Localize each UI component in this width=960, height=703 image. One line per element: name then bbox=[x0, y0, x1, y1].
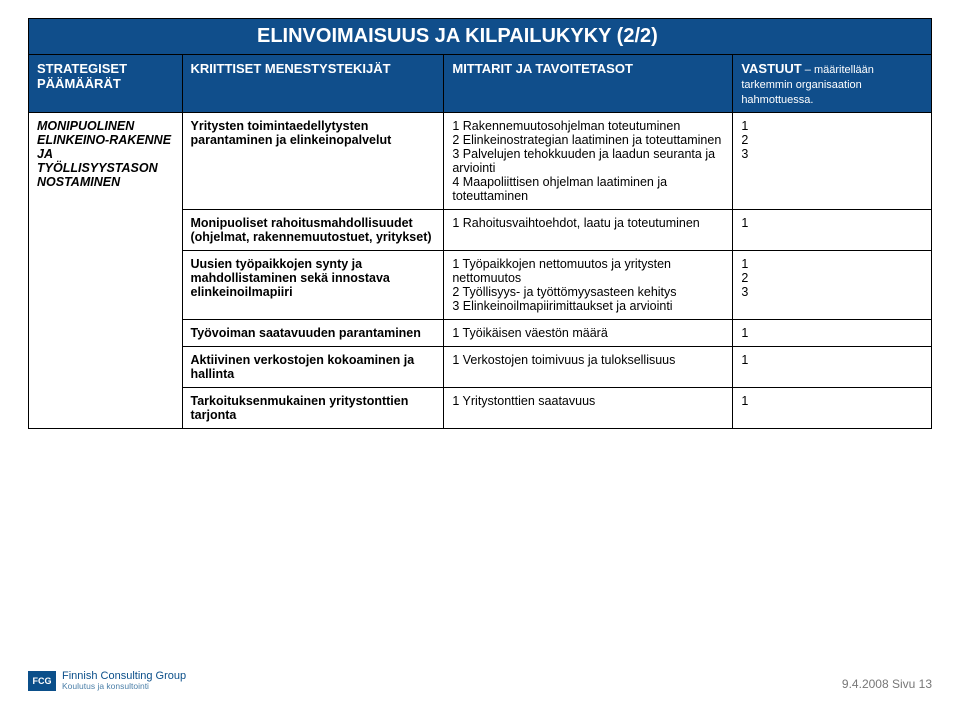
page-title: ELINVOIMAISUUS JA KILPAILUKYKY (2/2) bbox=[182, 19, 733, 55]
col-header-goals: STRATEGISET PÄÄMÄÄRÄT bbox=[29, 55, 183, 113]
metric-cell: 1 Rakennemuutosohjelman toteutuminen 2 E… bbox=[444, 113, 733, 210]
logo-subtitle: Koulutus ja konsultointi bbox=[62, 682, 186, 691]
header-row: STRATEGISET PÄÄMÄÄRÄT KRIITTISET MENESTY… bbox=[29, 55, 932, 113]
title-row: ELINVOIMAISUUS JA KILPAILUKYKY (2/2) bbox=[29, 19, 932, 55]
resp-cell: 1 bbox=[733, 347, 932, 388]
slide: ELINVOIMAISUUS JA KILPAILUKYKY (2/2) STR… bbox=[0, 0, 960, 703]
factor-cell: Tarkoituksenmukainen yritystonttien tarj… bbox=[182, 388, 444, 429]
footer: FCG Finnish Consulting Group Koulutus ja… bbox=[28, 671, 932, 691]
col-header-responsibility: VASTUUT – määritellään tarkemmin organis… bbox=[733, 55, 932, 113]
factor-cell: Työvoiman saatavuuden parantaminen bbox=[182, 320, 444, 347]
factor-cell: Uusien työpaikkojen synty ja mahdollista… bbox=[182, 251, 444, 320]
metric-cell: 1 Rahoitusvaihtoehdot, laatu ja toteutum… bbox=[444, 210, 733, 251]
col-header-success-factors: KRIITTISET MENESTYSTEKIJÄT bbox=[182, 55, 444, 113]
footer-logo: FCG Finnish Consulting Group Koulutus ja… bbox=[28, 671, 186, 691]
goal-cell: MONIPUOLINEN ELINKEINO-RAKENNE JA TYÖLLI… bbox=[29, 113, 183, 429]
logo-text: Finnish Consulting Group Koulutus ja kon… bbox=[62, 671, 186, 691]
col-header-responsibility-main: VASTUUT bbox=[741, 61, 801, 76]
table-row: MONIPUOLINEN ELINKEINO-RAKENNE JA TYÖLLI… bbox=[29, 113, 932, 210]
factor-cell: Monipuoliset rahoitusmahdollisuudet (ohj… bbox=[182, 210, 444, 251]
resp-cell: 1 bbox=[733, 210, 932, 251]
metric-cell: 1 Työikäisen väestön määrä bbox=[444, 320, 733, 347]
resp-cell: 1 2 3 bbox=[733, 113, 932, 210]
resp-cell: 1 bbox=[733, 388, 932, 429]
factor-cell: Aktiivinen verkostojen kokoaminen ja hal… bbox=[182, 347, 444, 388]
logo-box-icon: FCG bbox=[28, 671, 56, 691]
metric-cell: 1 Verkostojen toimivuus ja tuloksellisuu… bbox=[444, 347, 733, 388]
metric-cell: 1 Työpaikkojen nettomuutos ja yritysten … bbox=[444, 251, 733, 320]
strategy-table: ELINVOIMAISUUS JA KILPAILUKYKY (2/2) STR… bbox=[28, 18, 932, 429]
metric-cell: 1 Yritystonttien saatavuus bbox=[444, 388, 733, 429]
footer-date-page: 9.4.2008 Sivu 13 bbox=[842, 677, 932, 691]
factor-cell: Yritysten toimintaedellytysten parantami… bbox=[182, 113, 444, 210]
col-header-metrics: MITTARIT JA TAVOITETASOT bbox=[444, 55, 733, 113]
resp-cell: 1 bbox=[733, 320, 932, 347]
resp-cell: 1 2 3 bbox=[733, 251, 932, 320]
